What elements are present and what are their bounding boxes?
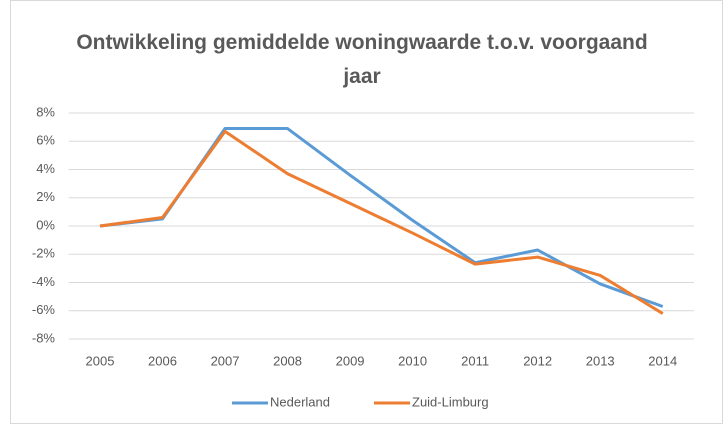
x-tick-label: 2010: [398, 353, 427, 368]
legend-label: Nederland: [270, 394, 330, 409]
y-tick-label: -6%: [32, 302, 56, 317]
y-tick-label: 4%: [36, 161, 55, 176]
x-tick-label: 2007: [211, 353, 240, 368]
x-tick-label: 2006: [148, 353, 177, 368]
x-tick-label: 2013: [586, 353, 615, 368]
chart-title: Ontwikkeling gemiddelde woningwaarde t.o…: [76, 31, 648, 88]
y-tick-label: 6%: [36, 133, 55, 148]
y-tick-label: 0%: [36, 217, 55, 232]
y-tick-label: 8%: [36, 104, 55, 119]
y-tick-label: -2%: [32, 246, 56, 261]
y-tick-label: 2%: [36, 189, 55, 204]
x-tick-label: 2011: [461, 353, 489, 368]
line-series: [99, 129, 664, 315]
y-tick-label: -4%: [32, 274, 56, 289]
x-tick-label: 2014: [648, 353, 677, 368]
y-tick-label: -8%: [32, 330, 56, 345]
x-tick-label: 2012: [523, 353, 552, 368]
x-tick-label: 2009: [336, 353, 365, 368]
legend-label: Zuid-Limburg: [412, 394, 489, 409]
x-tick-label: 2008: [273, 353, 302, 368]
x-tick-label: 2005: [86, 353, 115, 368]
chart-border: [10, 0, 723, 424]
